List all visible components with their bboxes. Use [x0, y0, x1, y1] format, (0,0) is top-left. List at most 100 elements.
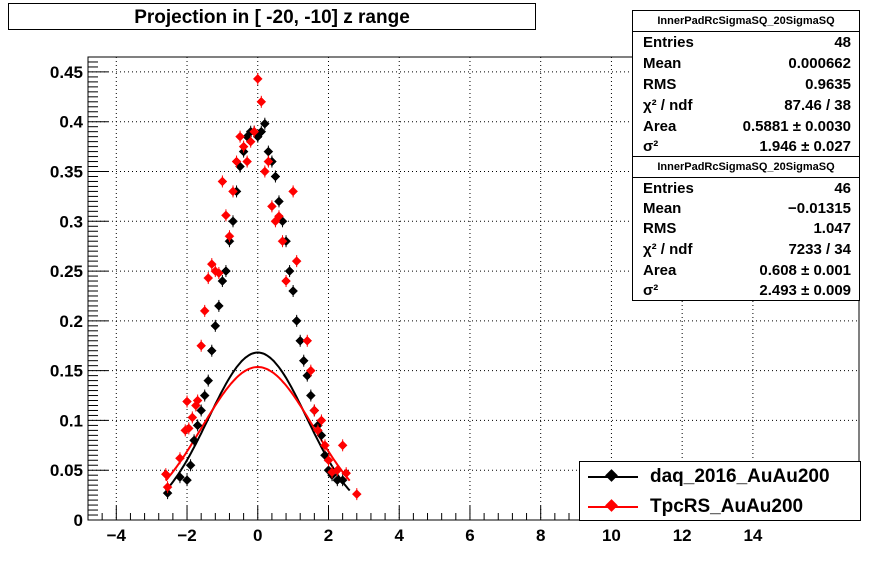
data-point: [288, 286, 298, 296]
diamond-marker-icon: [605, 499, 618, 512]
stats-value: 0.608 ± 0.001: [759, 262, 851, 279]
stats-key: Mean: [643, 55, 682, 72]
data-point: [189, 435, 199, 446]
y-tick-label: 0.15: [50, 362, 83, 381]
data-point: [259, 118, 270, 129]
data-point: [185, 460, 196, 471]
data-point: [175, 453, 185, 464]
stats-key: Entries: [643, 180, 694, 197]
stats-key: σ²: [643, 138, 659, 155]
data-point: [259, 166, 270, 177]
y-tick-label: 0.35: [50, 163, 83, 182]
stats-header: InnerPadRcSigmaSQ_20SigmaSQ: [633, 157, 859, 178]
legend-entry-daq: daq_2016_AuAu200: [580, 462, 860, 492]
data-point: [217, 276, 228, 286]
data-point: [291, 316, 302, 326]
data-point: [309, 405, 320, 416]
data-point: [274, 211, 284, 222]
y-tick-label: 0.1: [59, 411, 83, 430]
y-tick-label: 0.05: [50, 461, 83, 480]
x-tick-label: 4: [394, 526, 404, 545]
data-point: [263, 146, 274, 157]
data-point: [249, 126, 260, 137]
data-point: [214, 301, 224, 311]
data-point: [235, 131, 245, 142]
data-point: [313, 425, 323, 436]
y-tick-label: 0.25: [50, 262, 83, 281]
stats-value: 1.946 ± 0.027: [759, 138, 851, 155]
data-point: [320, 440, 330, 451]
data-point: [337, 475, 348, 486]
data-point: [242, 156, 253, 167]
stats-key: Entries: [643, 34, 694, 51]
data-point: [199, 306, 210, 316]
legend-label: daq_2016_AuAu200: [650, 466, 830, 487]
legend-label: TpcRS_AuAu200: [650, 496, 804, 517]
stats-value: 46: [834, 180, 851, 197]
data-point: [245, 136, 256, 147]
stats-value: 7233 / 34: [788, 241, 851, 258]
data-point: [238, 141, 249, 152]
legend-entry-tpcrs: TpcRS_AuAu200: [580, 492, 860, 522]
data-point: [288, 186, 298, 197]
data-point: [305, 390, 316, 401]
stats-value: 0.5881 ± 0.0030: [742, 118, 851, 135]
y-tick-label: 0.45: [50, 63, 83, 82]
data-point: [203, 273, 214, 283]
stats-key: Mean: [643, 200, 682, 217]
data-point: [221, 266, 231, 276]
data-point: [210, 320, 221, 331]
data-point: [203, 375, 214, 386]
data-point: [337, 440, 348, 451]
y-tick-label: 0.3: [59, 212, 83, 231]
data-point: [224, 231, 235, 242]
data-point: [305, 365, 316, 376]
data-point: [221, 210, 231, 221]
data-point: [270, 171, 281, 182]
x-tick-label: 2: [324, 526, 333, 545]
stats-row-sigma2: σ² 2.493 ± 0.009: [643, 282, 851, 303]
data-point: [182, 396, 192, 407]
y-tick-label: 0.2: [59, 312, 83, 331]
data-point: [256, 126, 267, 137]
stats-box-daq: InnerPadRcSigmaSQ_20SigmaSQ Entries 48 Me…: [632, 10, 860, 157]
stats-key: Area: [643, 118, 677, 135]
x-tick-label: 12: [673, 526, 692, 545]
data-point: [274, 196, 284, 207]
stats-row-rms: RMS 1.047: [643, 220, 851, 241]
data-points: [160, 72, 362, 501]
data-point: [192, 395, 203, 406]
data-point: [192, 420, 203, 431]
data-point: [298, 355, 309, 366]
stats-row-chi2: χ² / ndf 87.46 / 38: [643, 97, 851, 118]
data-point: [284, 266, 295, 276]
stats-row-mean: Mean 0.000662: [643, 55, 851, 76]
x-tick-label: −4: [107, 526, 127, 545]
stats-value: 87.46 / 38: [784, 97, 851, 114]
data-point: [267, 201, 277, 212]
data-point: [231, 156, 242, 167]
stats-value: −0.01315: [788, 200, 851, 217]
data-point: [187, 412, 198, 423]
data-point: [252, 74, 263, 84]
axes: −4 −2 0 2 4 6 8 10 12 1400.050.10.150.20.250.30.3…: [50, 56, 853, 545]
data-point: [281, 276, 291, 286]
title-box: Projection in [ -20, -10] z range: [8, 3, 536, 30]
stats-key: χ² / ndf: [643, 97, 693, 114]
stats-value: 1.047: [813, 220, 851, 237]
data-point: [206, 259, 217, 269]
stats-key: χ² / ndf: [643, 241, 693, 258]
data-point: [277, 236, 288, 247]
stats-value: 2.493 ± 0.009: [759, 282, 851, 299]
diamond-marker-icon: [605, 469, 618, 482]
data-point: [302, 335, 313, 346]
data-point: [256, 96, 267, 107]
data-point: [228, 216, 238, 227]
data-point: [183, 423, 194, 434]
data-point: [228, 186, 238, 197]
data-point: [162, 482, 173, 492]
x-tick-label: 0: [253, 526, 262, 545]
data-point: [196, 405, 207, 416]
